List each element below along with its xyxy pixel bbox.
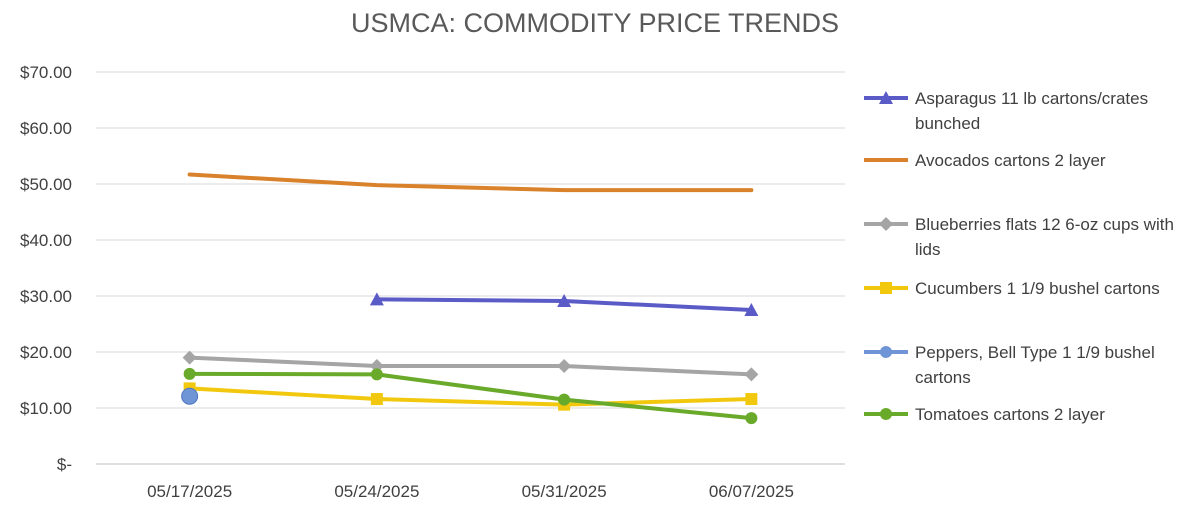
plot-area	[181, 172, 759, 425]
y-axis: $- $10.00 $20.00 $30.00 $40.00 $50.00 $60.00 $7…	[20, 63, 72, 474]
series-5	[183, 367, 758, 425]
data-point	[557, 359, 572, 373]
series-0	[369, 292, 759, 316]
chart-title: USMCA: COMMODITY PRICE TRENDS	[351, 8, 839, 38]
data-point	[181, 387, 199, 405]
x-axis: 05/17/2025 05/24/2025 05/31/2025 06/07/2025	[147, 482, 794, 501]
data-point	[183, 367, 196, 380]
data-point	[745, 393, 758, 406]
x-tick-label: 05/17/2025	[147, 482, 232, 501]
legend-marker	[880, 346, 892, 358]
series-line	[187, 371, 754, 421]
data-point	[370, 393, 383, 406]
y-tick-label: $40.00	[20, 231, 72, 250]
data-point	[557, 294, 572, 308]
data-point	[370, 368, 383, 381]
y-tick-label: $60.00	[20, 119, 72, 138]
legend-marker	[880, 408, 892, 420]
legend-label: lids	[915, 240, 941, 259]
series-line	[187, 172, 754, 193]
x-tick-label: 06/07/2025	[709, 482, 794, 501]
data-point	[182, 350, 197, 365]
legend-label: cartons	[915, 368, 971, 387]
y-tick-label: $20.00	[20, 343, 72, 362]
legend-entry: Peppers, Bell Type 1 1/9 bushel cartons	[864, 343, 1155, 387]
legend-entry: Cucumbers 1 1/9 bushel cartons	[864, 279, 1160, 298]
legend-marker	[880, 282, 892, 294]
legend-label: Peppers, Bell Type 1 1/9 bushel	[915, 343, 1155, 362]
legend-marker	[879, 91, 893, 104]
y-tick-label: $50.00	[20, 175, 72, 194]
y-tick-label: $70.00	[20, 63, 72, 82]
series-line	[187, 355, 754, 377]
legend-label: Cucumbers 1 1/9 bushel cartons	[915, 279, 1160, 298]
data-point	[745, 412, 758, 425]
legend-entry: Blueberries flats 12 6-oz cups with lids	[864, 215, 1174, 259]
legend-label: bunched	[915, 114, 980, 133]
legend-entry: Tomatoes cartons 2 layer	[864, 405, 1105, 424]
y-tick-label: $30.00	[20, 287, 72, 306]
data-point	[369, 359, 384, 373]
legend: Asparagus 11 lb cartons/crates bunched Avo…	[864, 89, 1174, 424]
legend-label: Blueberries flats 12 6-oz cups with	[915, 215, 1174, 234]
data-point	[558, 393, 571, 406]
series-1	[187, 172, 754, 193]
y-tick-label: $-	[57, 455, 72, 474]
x-tick-label: 05/31/2025	[522, 482, 607, 501]
data-point	[369, 292, 384, 306]
series-4	[181, 387, 199, 405]
legend-label: Avocados cartons 2 layer	[915, 151, 1106, 170]
legend-entry: Asparagus 11 lb cartons/crates bunched	[864, 89, 1148, 133]
y-tick-label: $10.00	[20, 399, 72, 418]
data-point	[744, 367, 759, 382]
legend-label: Asparagus 11 lb cartons/crates	[915, 89, 1148, 108]
legend-marker	[879, 217, 893, 231]
legend-label: Tomatoes cartons 2 layer	[915, 405, 1105, 424]
grid	[96, 71, 845, 465]
series-2	[182, 350, 759, 382]
legend-entry: Avocados cartons 2 layer	[864, 151, 1106, 170]
x-tick-label: 05/24/2025	[334, 482, 419, 501]
data-point	[744, 303, 759, 316]
series-line	[187, 386, 754, 407]
